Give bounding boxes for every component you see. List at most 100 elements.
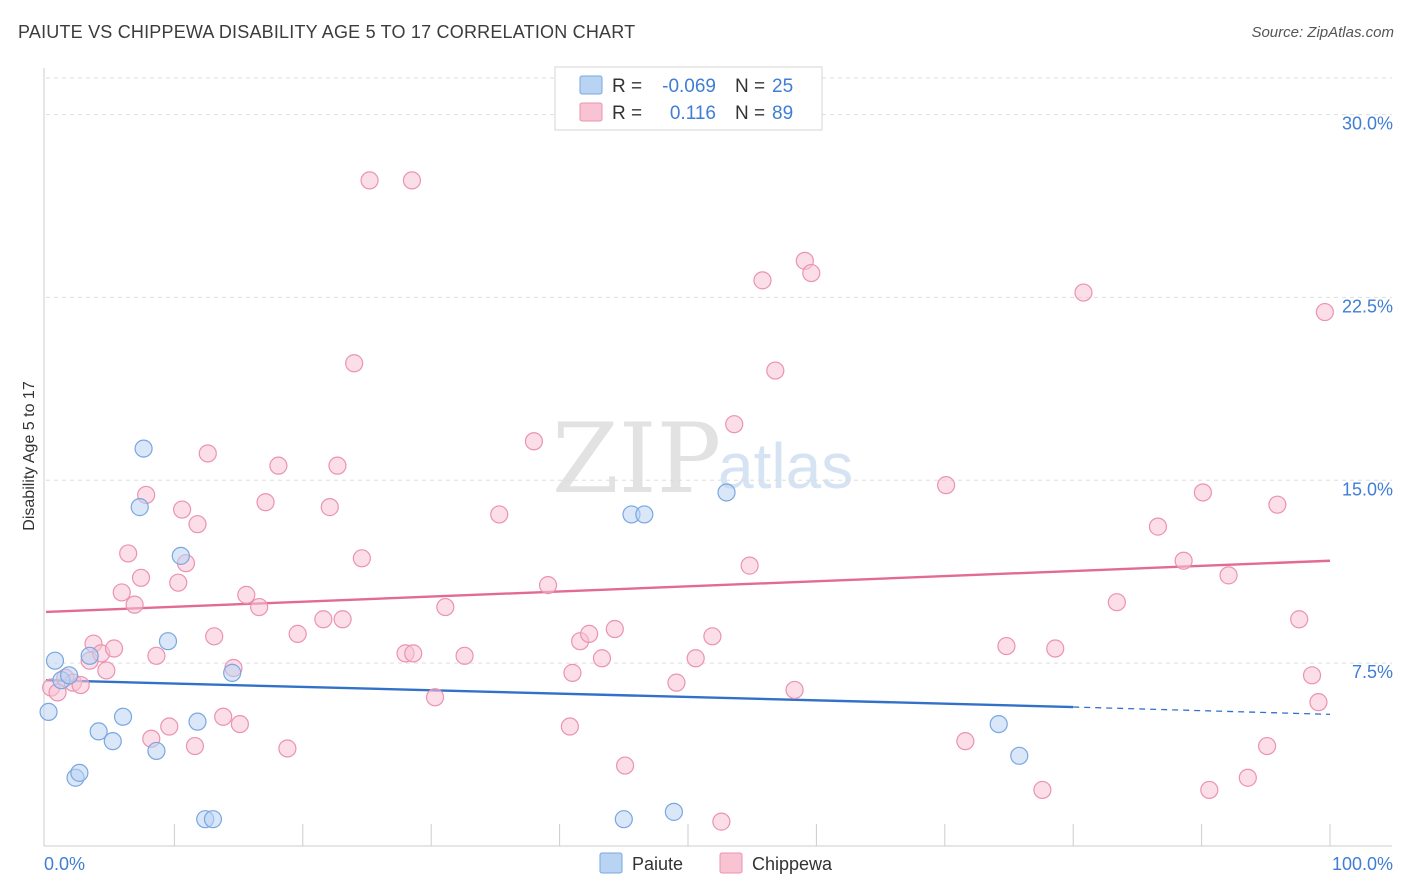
series-legend: Paiute Chippewa bbox=[599, 852, 833, 874]
chippewa-point-37 bbox=[333, 610, 352, 629]
chippewa-point-83 bbox=[1290, 610, 1309, 629]
chippewa-point-17 bbox=[160, 717, 179, 736]
chippewa-point-36 bbox=[328, 456, 347, 475]
chippewa-point-45 bbox=[436, 597, 455, 617]
paiute-trend-segment-1 bbox=[1073, 706, 1331, 715]
paiute-point-8 bbox=[103, 732, 122, 751]
paiute-point-7 bbox=[89, 722, 108, 741]
chippewa-point-77 bbox=[1193, 483, 1212, 502]
legend-r-label-chippewa: R = bbox=[612, 103, 642, 124]
watermark-atlas: atlas bbox=[718, 430, 853, 502]
paiute-point-19 bbox=[614, 810, 633, 829]
chippewa-point-49 bbox=[538, 576, 558, 595]
chippewa-point-47 bbox=[490, 505, 509, 524]
paiute-point-1 bbox=[45, 651, 65, 670]
tick-labels: 7.5% 15.0% 22.5% 30.0% 0.0% 100.0% bbox=[44, 114, 1393, 874]
chippewa-point-61 bbox=[725, 415, 744, 434]
series-legend-swatch-chippewa bbox=[719, 852, 743, 874]
paiute-point-25 bbox=[1010, 746, 1029, 765]
series-legend-label-paiute: Paiute bbox=[632, 854, 683, 874]
chippewa-point-38 bbox=[345, 354, 364, 373]
chippewa-point-30 bbox=[256, 493, 275, 512]
y-tick-label-1: 15.0% bbox=[1342, 479, 1393, 499]
y-tick-label-3: 30.0% bbox=[1342, 114, 1393, 134]
chippewa-point-58 bbox=[686, 649, 705, 668]
chippewa-point-13 bbox=[131, 568, 151, 587]
chippewa-point-35 bbox=[320, 498, 339, 517]
chippewa-point-22 bbox=[188, 515, 207, 534]
chippewa-trend-segment-0 bbox=[45, 559, 1331, 614]
source-label: Source: ZipAtlas.com bbox=[1251, 24, 1394, 41]
chippewa-point-10 bbox=[112, 583, 131, 602]
legend-n-label-paiute: N = bbox=[735, 76, 765, 97]
paiute-point-0 bbox=[39, 702, 58, 722]
paiute-point-14 bbox=[171, 546, 190, 565]
chippewa-point-84 bbox=[1302, 666, 1322, 685]
paiute-point-9 bbox=[113, 707, 133, 726]
chippewa-point-46 bbox=[455, 646, 474, 665]
chippewa-point-25 bbox=[214, 707, 233, 726]
chippewa-point-51 bbox=[563, 663, 582, 682]
paiute-point-12 bbox=[147, 741, 166, 761]
paiute-point-17 bbox=[203, 810, 223, 829]
gridlines bbox=[46, 77, 1392, 664]
chippewa-point-21 bbox=[185, 736, 205, 756]
paiute-point-3 bbox=[60, 666, 79, 685]
paiute-point-6 bbox=[80, 646, 99, 665]
chart-title: PAIUTE VS CHIPPEWA DISABILITY AGE 5 TO 1… bbox=[18, 22, 636, 42]
legend-r-value-chippewa: 0.116 bbox=[670, 103, 716, 124]
chippewa-point-8 bbox=[97, 661, 116, 680]
chippewa-point-31 bbox=[269, 456, 288, 475]
chippewa-point-86 bbox=[1315, 302, 1334, 322]
chippewa-point-16 bbox=[147, 646, 166, 665]
y-tick-label-2: 22.5% bbox=[1342, 296, 1393, 316]
chippewa-point-42 bbox=[402, 171, 422, 190]
legend-n-value-chippewa: 89 bbox=[772, 103, 793, 124]
chippewa-point-60 bbox=[712, 812, 731, 831]
chippewa-point-64 bbox=[766, 361, 785, 380]
chippewa-point-4 bbox=[71, 675, 90, 695]
chippewa-point-55 bbox=[605, 619, 624, 639]
paiute-point-18 bbox=[223, 663, 242, 682]
legend-swatch-chippewa bbox=[579, 102, 603, 122]
chippewa-point-74 bbox=[1107, 593, 1126, 612]
paiute-point-13 bbox=[158, 632, 178, 651]
x-tick-label-max: 100.0% bbox=[1332, 854, 1393, 874]
legend-n-label-chippewa: N = bbox=[735, 103, 765, 124]
chippewa-point-56 bbox=[615, 756, 635, 775]
chippewa-point-23 bbox=[198, 444, 217, 463]
chippewa-point-53 bbox=[580, 624, 599, 643]
chippewa-point-62 bbox=[740, 556, 759, 575]
chippewa-point-75 bbox=[1148, 517, 1168, 536]
chippewa-point-29 bbox=[250, 597, 269, 617]
chippewa-point-18 bbox=[169, 573, 188, 592]
legend-n-value-paiute: 25 bbox=[772, 76, 793, 97]
paiute-point-23 bbox=[717, 483, 736, 502]
legend-r-value-paiute: -0.069 bbox=[662, 76, 716, 97]
stats-legend: R = -0.069 N = 25 R = 0.116 N = 89 bbox=[554, 66, 823, 131]
chippewa-point-32 bbox=[278, 739, 297, 758]
watermark-zip: ZIP bbox=[552, 403, 721, 515]
y-axis-label: Disability Age 5 to 17 bbox=[21, 381, 38, 531]
chippewa-point-43 bbox=[404, 644, 423, 663]
chippewa-point-68 bbox=[936, 476, 956, 495]
series-legend-label-chippewa: Chippewa bbox=[752, 854, 833, 874]
paiute-point-21 bbox=[635, 505, 654, 524]
chippewa-point-82 bbox=[1268, 495, 1287, 514]
chippewa-point-50 bbox=[560, 717, 579, 736]
chippewa-point-24 bbox=[205, 627, 224, 646]
data-points bbox=[39, 171, 1334, 831]
chippewa-point-65 bbox=[785, 680, 804, 700]
chippewa-point-72 bbox=[1046, 639, 1065, 658]
chippewa-point-70 bbox=[997, 636, 1016, 656]
chippewa-point-27 bbox=[230, 714, 249, 734]
chippewa-point-73 bbox=[1074, 283, 1093, 302]
legend-r-label-paiute: R = bbox=[612, 76, 642, 97]
chippewa-point-48 bbox=[524, 432, 544, 451]
chippewa-point-28 bbox=[237, 585, 256, 604]
chippewa-point-85 bbox=[1309, 693, 1328, 712]
chippewa-point-57 bbox=[667, 673, 686, 692]
legend-swatch-paiute bbox=[579, 75, 603, 95]
chippewa-point-39 bbox=[352, 549, 371, 568]
trend-lines bbox=[45, 559, 1331, 715]
